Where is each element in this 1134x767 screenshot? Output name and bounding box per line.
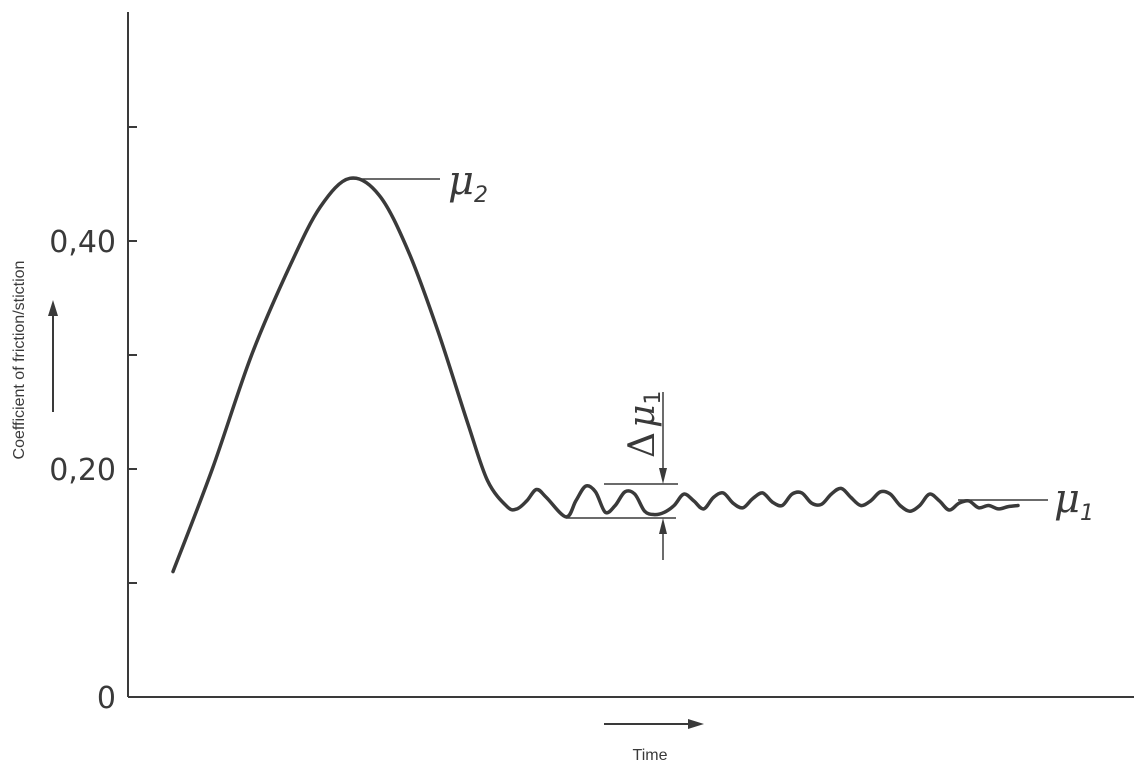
mu2-label: μ2	[448, 158, 488, 208]
y-axis-title: Coefficient of friction/stiction	[11, 261, 28, 460]
mu1-label: μ1	[1054, 476, 1094, 526]
y-tick-label: 0,40	[49, 225, 116, 260]
y-axis-arrow-head	[48, 300, 58, 316]
y-tick-label: 0	[97, 681, 116, 716]
series-line-friction	[171, 176, 1020, 574]
delta-top-arrow-head	[659, 468, 667, 484]
x-axis-arrow-head	[688, 719, 704, 729]
y-tick-label: 0,20	[49, 453, 116, 488]
x-axis-title: Time	[633, 747, 668, 764]
y-tick-labels: 0 0,20 0,40	[49, 225, 116, 716]
delta-mu1-label: Δμ1	[622, 391, 666, 458]
delta-bottom-arrow-head	[659, 518, 667, 534]
y-ticks	[128, 126, 137, 698]
